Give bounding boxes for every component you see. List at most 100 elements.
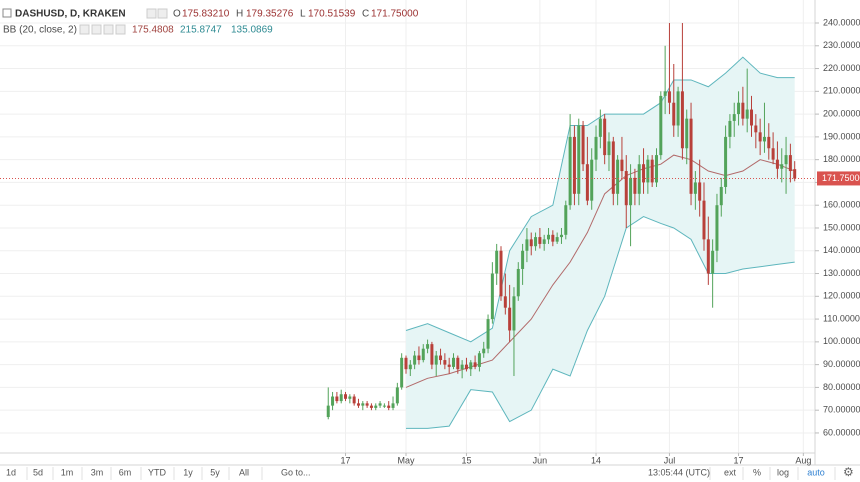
- candle-body: [594, 136, 598, 160]
- candle-body: [361, 403, 365, 406]
- last-price-label: 171.75000: [822, 173, 860, 183]
- candle-body: [689, 118, 693, 194]
- indicator-button[interactable]: [79, 24, 90, 35]
- candle-body: [348, 396, 352, 399]
- indicator-button[interactable]: [91, 24, 102, 35]
- band-basis: [405, 154, 795, 388]
- option-button[interactable]: %: [753, 467, 761, 477]
- candle-body: [335, 396, 339, 402]
- option-button[interactable]: ext: [724, 467, 737, 477]
- candle-body: [378, 403, 382, 406]
- y-tick-label: 220.000000: [823, 63, 860, 73]
- candle-body: [352, 396, 356, 404]
- candle-body: [581, 125, 585, 165]
- candle-body: [577, 125, 581, 194]
- ohlc-label: C: [362, 9, 369, 20]
- indicator-value: 215.8747: [180, 25, 222, 36]
- candle-body: [451, 357, 455, 367]
- candle-body: [495, 250, 499, 274]
- candle-body: [344, 394, 348, 399]
- x-tick-label: 14: [591, 455, 601, 465]
- indicator-name: BB (20, close, 2): [3, 25, 77, 36]
- candle-body: [680, 91, 684, 149]
- y-tick-label: 70.000000: [823, 405, 860, 415]
- candle-body: [408, 364, 412, 370]
- candle-body: [667, 91, 671, 103]
- candle-body: [767, 136, 771, 149]
- ohlc-label: O: [173, 9, 181, 20]
- candle-body: [711, 250, 715, 274]
- candle-body: [529, 239, 533, 247]
- candle-body: [482, 348, 486, 354]
- candle-body: [685, 118, 689, 149]
- candle-body: [568, 136, 572, 206]
- candle-body: [434, 355, 438, 365]
- x-tick-label: Aug: [795, 455, 811, 465]
- candle-body: [374, 405, 378, 408]
- candle-body: [413, 355, 417, 365]
- x-tick-label: 17: [734, 455, 744, 465]
- candle-body: [620, 159, 624, 172]
- candle-body: [464, 364, 468, 370]
- candle-body: [784, 155, 788, 165]
- candle-body: [745, 109, 749, 119]
- candle-body: [741, 102, 745, 119]
- x-tick-label: 17: [341, 455, 351, 465]
- candle-body: [339, 394, 343, 402]
- range-button[interactable]: 6m: [119, 467, 132, 477]
- candle-body: [538, 237, 542, 244]
- x-tick-label: 15: [461, 455, 471, 465]
- ohlc-value: 179.35276: [246, 9, 294, 20]
- x-tick-label: Jun: [533, 455, 548, 465]
- settings-icon[interactable]: ⚙: [843, 465, 854, 479]
- range-button[interactable]: All: [239, 467, 249, 477]
- indicator-button[interactable]: [103, 24, 114, 35]
- candle-body: [611, 141, 615, 194]
- candle-body: [417, 355, 421, 361]
- goto[interactable]: Go to...: [281, 467, 311, 477]
- range-button[interactable]: 1d: [6, 467, 16, 477]
- candle-body: [331, 396, 335, 406]
- header-button[interactable]: [157, 8, 168, 19]
- candle-body: [430, 344, 434, 365]
- y-tick-label: 60.000000: [823, 427, 860, 437]
- candle-body: [793, 169, 797, 179]
- candle-body: [758, 132, 762, 142]
- range-button[interactable]: 1y: [183, 467, 193, 477]
- candle-body: [633, 177, 637, 194]
- candle-body: [762, 136, 766, 142]
- indicator-button[interactable]: [115, 24, 126, 35]
- candle-body: [534, 237, 538, 247]
- candle-body: [473, 362, 477, 367]
- symbol: DASHUSD, D, KRAKEN: [15, 9, 126, 20]
- y-tick-label: 90.000000: [823, 359, 860, 369]
- y-tick-label: 130.000000: [823, 268, 860, 278]
- option-button[interactable]: auto: [807, 467, 825, 477]
- range-button[interactable]: 3m: [91, 467, 104, 477]
- band-lower: [405, 216, 795, 429]
- range-button[interactable]: 5y: [210, 467, 220, 477]
- candle-body: [542, 239, 546, 244]
- range-button[interactable]: 1m: [61, 467, 74, 477]
- y-tick-label: 140.000000: [823, 245, 860, 255]
- candle-body: [365, 403, 369, 406]
- candle-body: [486, 319, 490, 349]
- y-tick-label: 150.000000: [823, 222, 860, 232]
- header-button[interactable]: [146, 8, 157, 19]
- candle-body: [663, 91, 667, 96]
- candle-body: [369, 405, 373, 408]
- plot: [0, 23, 815, 429]
- option-button[interactable]: log: [777, 467, 789, 477]
- range-button[interactable]: YTD: [148, 467, 167, 477]
- candle-body: [788, 155, 792, 172]
- axes: 60.000000 70.000000 80.000000 90.000000 100.…: [341, 17, 860, 465]
- y-tick-label: 160.000000: [823, 200, 860, 210]
- range-button[interactable]: 5d: [33, 467, 43, 477]
- candle-body: [659, 95, 663, 156]
- candle-body: [624, 171, 628, 206]
- candle-body: [585, 164, 589, 201]
- clock: 13:05:44 (UTC): [648, 467, 710, 477]
- candle-body: [732, 114, 736, 121]
- collapse-icon[interactable]: [2, 8, 12, 18]
